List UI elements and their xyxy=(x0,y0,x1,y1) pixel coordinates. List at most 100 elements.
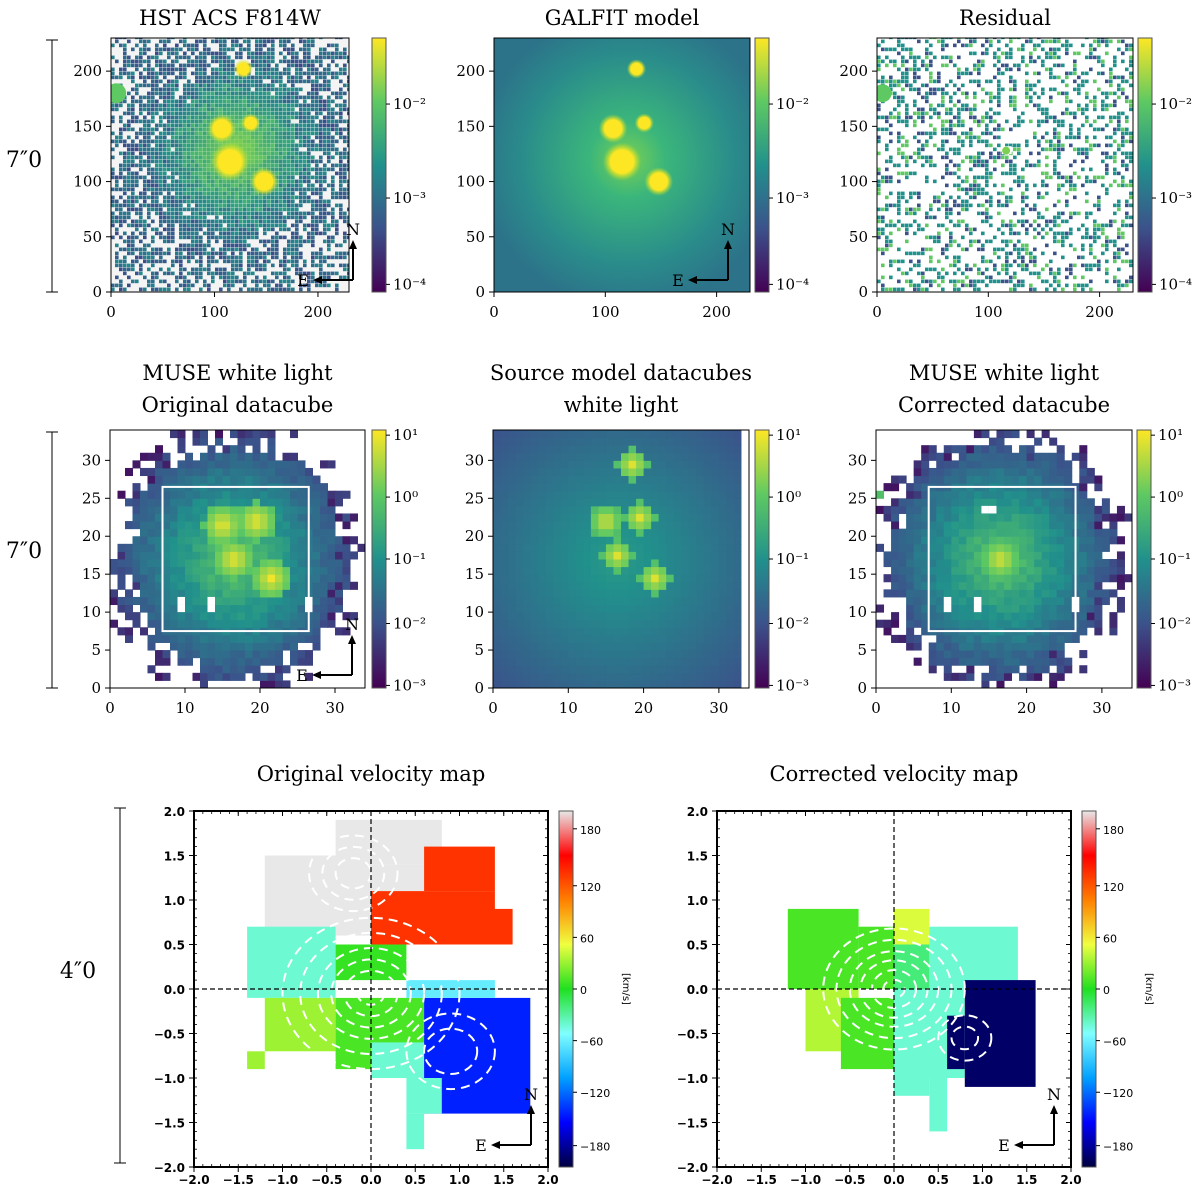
y-tick-label: −0.5 xyxy=(677,1028,708,1042)
x-tick-label: 0.5 xyxy=(405,1173,426,1187)
point-source xyxy=(241,113,261,133)
point-source xyxy=(602,142,642,181)
x-tick-label: 30 xyxy=(1092,699,1111,717)
contour-line xyxy=(937,1014,993,1062)
y-tick-label: −1.0 xyxy=(677,1072,708,1086)
panel-title: white light xyxy=(564,393,679,417)
colorbar-tick-label: 10⁰ xyxy=(393,488,418,506)
y-tick-label: 5 xyxy=(474,641,484,659)
panel-6: MUSE white light Corrected datacube 0 10 20 3… xyxy=(848,361,1191,717)
velocity-pixel xyxy=(406,1113,425,1150)
colorbar-tick-label: 10⁻³ xyxy=(776,189,809,207)
edge-source xyxy=(877,84,892,103)
x-tick-label: −0.5 xyxy=(311,1173,342,1187)
colorbar-tick-label: −120 xyxy=(1103,1087,1133,1100)
x-tick-label: 10 xyxy=(942,699,961,717)
y-tick-label: −1.0 xyxy=(154,1072,185,1086)
y-tick-label: −1.5 xyxy=(677,1117,708,1131)
colorbar-tick-label: 60 xyxy=(1103,932,1117,945)
x-tick-label: 0.5 xyxy=(928,1173,949,1187)
velocity-pixel xyxy=(477,908,513,945)
colorbar xyxy=(1136,429,1152,689)
velocity-pixel xyxy=(947,1015,965,1070)
contour-line xyxy=(330,958,412,1029)
panel-title: Original datacube xyxy=(142,393,334,417)
y-tick-label: 0.0 xyxy=(164,983,185,997)
contour-line xyxy=(405,1012,496,1091)
y-tick-label: 0.5 xyxy=(164,939,185,953)
compass: NE xyxy=(475,1085,538,1155)
colorbar-tick-label: −180 xyxy=(1103,1141,1133,1154)
point-source xyxy=(644,167,674,196)
compass-n: N xyxy=(346,220,360,239)
contour-line xyxy=(321,845,386,901)
panel-title: Corrected datacube xyxy=(898,393,1110,417)
image-area xyxy=(876,430,1133,689)
image-area xyxy=(493,430,749,689)
x-tick-label: 2.0 xyxy=(1060,1173,1081,1187)
x-tick-label: 10 xyxy=(175,699,194,717)
y-tick-label: 10 xyxy=(465,603,484,621)
masked-pixel xyxy=(973,604,982,613)
colorbar-tick-label: −120 xyxy=(580,1087,610,1100)
y-tick-label: 30 xyxy=(465,451,484,469)
velocity-field xyxy=(247,819,531,1150)
colorbar-tick-label: 10⁻² xyxy=(393,95,426,113)
point-source xyxy=(598,114,628,143)
y-tick-label: 0 xyxy=(475,283,485,301)
compass-n: N xyxy=(524,1085,538,1104)
x-tick-label: 0 xyxy=(872,303,882,321)
compass-n: N xyxy=(1047,1085,1061,1104)
colorbar xyxy=(1137,37,1153,293)
plot-frame xyxy=(492,429,750,689)
x-tick-label: 20 xyxy=(1017,699,1036,717)
y-tick-label: 5 xyxy=(857,641,867,659)
velocity-pixel xyxy=(264,855,371,936)
plot-frame xyxy=(493,37,751,293)
x-tick-label: 200 xyxy=(1085,303,1114,321)
y-tick-label: 150 xyxy=(839,117,868,135)
image-area xyxy=(111,38,349,292)
panel-5: Source model datacubes white light 0 10 20 30… xyxy=(465,361,809,717)
point-source xyxy=(233,59,254,79)
compass-e: E xyxy=(296,666,308,685)
colorbar-tick-label: 60 xyxy=(580,932,594,945)
scale-label-row-1: 7″​0 xyxy=(6,148,42,173)
image-area xyxy=(877,38,1133,292)
x-tick-label: −2.0 xyxy=(178,1173,209,1187)
velocity-pixel xyxy=(371,1042,425,1078)
x-tick-label: 1.5 xyxy=(493,1173,514,1187)
y-tick-label: 30 xyxy=(82,451,101,469)
scale-bar-row-2: 7″​0 xyxy=(6,431,58,689)
point-source xyxy=(210,142,250,181)
colorbar-label: [km/s] xyxy=(620,973,631,1005)
y-tick-label: 25 xyxy=(848,489,867,507)
hst-fov-box xyxy=(161,485,310,633)
colorbar-tick-label: 10⁻⁴ xyxy=(776,275,809,293)
y-tick-label: 10 xyxy=(82,603,101,621)
velocity-pixel xyxy=(929,926,1018,989)
contour-line xyxy=(822,927,966,1051)
x-tick-label: 1.0 xyxy=(972,1173,993,1187)
y-tick-label: 30 xyxy=(848,451,867,469)
scale-label-row-2: 7″​0 xyxy=(6,539,42,564)
colorbar-tick-label: 10⁻² xyxy=(776,615,809,633)
panel-title: Original velocity map xyxy=(257,762,486,786)
x-tick-label: −1.0 xyxy=(790,1173,821,1187)
scale-label-row-3: 4″​0 xyxy=(60,959,96,984)
y-tick-label: 50 xyxy=(466,228,485,246)
colorbar-tick-label: −60 xyxy=(580,1036,603,1049)
contour-line xyxy=(308,834,399,913)
colorbar-tick-label: 10⁻³ xyxy=(776,676,809,694)
compass-n: N xyxy=(345,615,359,634)
point-source xyxy=(634,113,654,133)
plot-frame xyxy=(110,37,350,293)
colorbar-label: [km/s] xyxy=(1143,973,1154,1005)
x-tick-label: −1.5 xyxy=(746,1173,777,1187)
colorbar xyxy=(371,429,387,689)
image-area xyxy=(110,430,366,689)
x-tick-label: 20 xyxy=(250,699,269,717)
edge-source xyxy=(111,83,127,104)
y-tick-label: 50 xyxy=(83,228,102,246)
y-tick-label: 1.5 xyxy=(687,850,708,864)
